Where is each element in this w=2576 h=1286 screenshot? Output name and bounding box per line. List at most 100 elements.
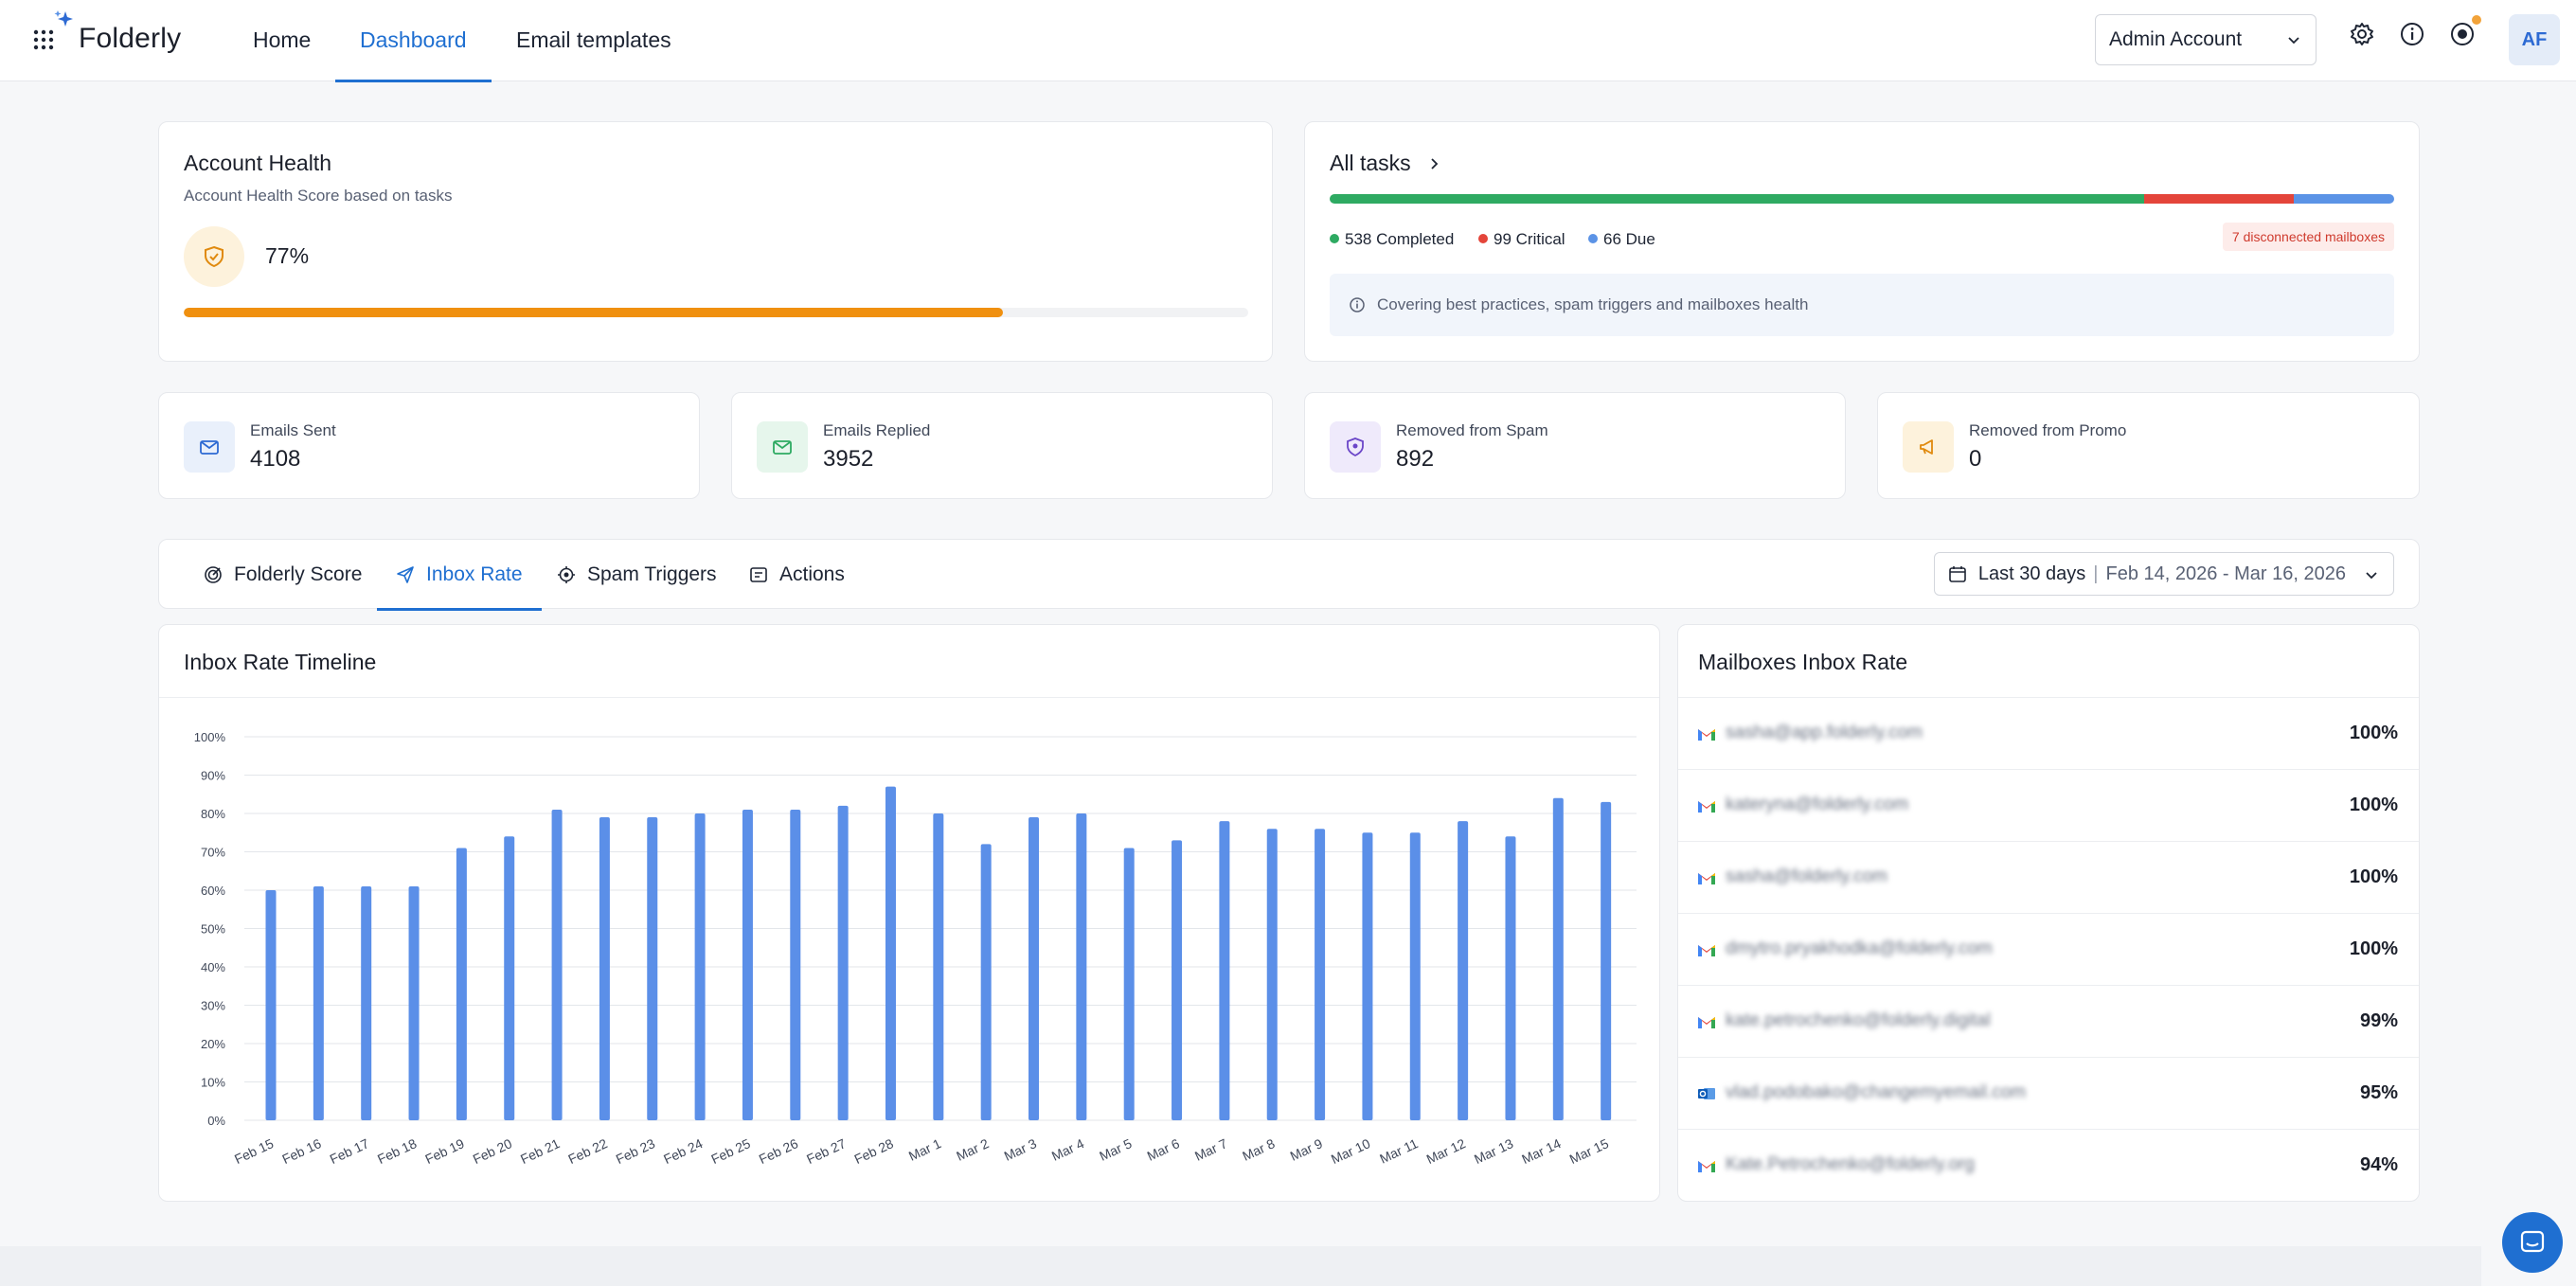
bar[interactable]	[742, 809, 753, 1120]
x-tick-label: Feb 27	[804, 1135, 848, 1167]
mailbox-email: kateryna@folderly.com	[1726, 795, 1909, 814]
tab-inbox-rate[interactable]: Inbox Rate	[377, 540, 542, 611]
target-icon	[558, 566, 575, 583]
x-tick-label: Feb 28	[851, 1135, 895, 1167]
megaphone-icon	[1920, 439, 1933, 455]
record-icon[interactable]	[2449, 21, 2476, 47]
stat-icon-bg	[1330, 421, 1381, 473]
all-tasks-link[interactable]: All tasks	[1330, 151, 1441, 176]
info-icon[interactable]	[2399, 21, 2425, 47]
disconnected-mailboxes-badge[interactable]: 7 disconnected mailboxes	[2222, 223, 2394, 251]
analytics-tabs-bar: Folderly Score Inbox Rate Spam Triggers …	[158, 539, 2420, 611]
mailbox-row[interactable]: vlad.podobako@changemyemail.com 95%	[1678, 1057, 2419, 1129]
tab-folderly-score[interactable]: Folderly Score	[204, 540, 362, 610]
bar[interactable]	[647, 817, 658, 1120]
health-progress-bar	[184, 308, 1248, 317]
nav-tab-home[interactable]: Home	[253, 27, 312, 52]
x-tick-label: Feb 15	[232, 1135, 276, 1167]
legend-completed: 538 Completed	[1330, 230, 1454, 249]
x-tick-label: Mar 7	[1192, 1135, 1229, 1164]
mailboxes-inbox-rate-card: Mailboxes Inbox Rate sasha@app.folderly.…	[1677, 624, 2420, 1202]
nav-tab-email-templates[interactable]: Email templates	[516, 27, 671, 52]
bar[interactable]	[837, 805, 849, 1120]
bar[interactable]	[1409, 832, 1421, 1120]
account-health-title: Account Health	[184, 151, 331, 175]
gmail-icon	[1698, 873, 1715, 884]
tasks-info-text: Covering best practices, spam triggers a…	[1377, 295, 1809, 313]
bar[interactable]	[1219, 821, 1230, 1120]
x-tick-label: Mar 5	[1097, 1135, 1134, 1164]
bar[interactable]	[1552, 797, 1564, 1120]
mailbox-row[interactable]: Kate.Petrochenko@folderly.org 94%	[1678, 1129, 2419, 1201]
bar[interactable]	[1362, 832, 1373, 1120]
mailbox-row[interactable]: sasha@app.folderly.com 100%	[1678, 697, 2419, 769]
bar[interactable]	[1123, 848, 1135, 1120]
x-tick-label: Feb 26	[757, 1135, 800, 1167]
gear-icon[interactable]	[2349, 21, 2375, 47]
stat-icon-bg	[757, 421, 808, 473]
chevron-right-icon	[1431, 158, 1439, 170]
tab-spam-triggers[interactable]: Spam Triggers	[557, 540, 717, 610]
y-tick-label: 10%	[201, 1076, 225, 1090]
date-preset: Last 30 days	[1977, 563, 2086, 584]
mailbox-email: sasha@folderly.com	[1726, 866, 1887, 886]
chevron-down-icon	[2366, 572, 2377, 580]
shield-check-icon	[205, 245, 224, 268]
bar[interactable]	[1601, 801, 1612, 1120]
bar[interactable]	[1029, 817, 1040, 1120]
bar[interactable]	[790, 809, 801, 1120]
app-logo[interactable]: Folderly	[79, 23, 182, 54]
mailbox-row[interactable]: kateryna@folderly.com 100%	[1678, 769, 2419, 841]
mailbox-row[interactable]: sasha@folderly.com 100%	[1678, 841, 2419, 913]
bar[interactable]	[980, 844, 992, 1120]
mailbox-row[interactable]: dmytro.pryakhodka@folderly.com 100%	[1678, 913, 2419, 985]
stat-value: 3952	[823, 446, 874, 472]
inbox-rate-timeline-card: Inbox Rate Timeline 0% 10% 20% 30% 40% 50% 60%…	[158, 624, 1660, 1202]
tab-label: Folderly Score	[234, 563, 363, 585]
health-badge	[184, 226, 244, 287]
bar[interactable]	[885, 786, 896, 1120]
bar[interactable]	[599, 817, 610, 1120]
bar[interactable]	[1172, 840, 1183, 1120]
bar[interactable]	[1458, 821, 1469, 1120]
bar[interactable]	[456, 848, 467, 1120]
bar[interactable]	[694, 813, 706, 1120]
legend-due-label: 66 Due	[1603, 230, 1655, 248]
y-tick-label: 60%	[201, 884, 225, 898]
bar[interactable]	[551, 809, 563, 1120]
apps-grid-icon[interactable]	[32, 28, 55, 51]
bar[interactable]	[1266, 829, 1278, 1120]
gmail-icon	[1698, 729, 1715, 741]
bar[interactable]	[504, 836, 515, 1120]
bar[interactable]	[313, 885, 324, 1120]
logo-spark-icon	[54, 10, 73, 27]
actions-icon	[750, 567, 767, 582]
mailbox-rate: 100%	[2349, 795, 2398, 815]
legend-critical-label: 99 Critical	[1494, 230, 1565, 248]
stat-value: 4108	[250, 446, 301, 472]
top-navigation: Folderly Home Dashboard Email templates …	[0, 0, 2576, 82]
tab-label: Actions	[779, 563, 845, 585]
bar[interactable]	[1505, 836, 1516, 1120]
mailbox-row[interactable]: kate.petrochenko@folderly.digital 99%	[1678, 985, 2419, 1057]
x-tick-label: Mar 10	[1329, 1135, 1372, 1167]
mailbox-rate: 95%	[2359, 1082, 2398, 1103]
account-select[interactable]: Admin Account	[2095, 14, 2317, 65]
all-tasks-title: All tasks	[1330, 151, 1411, 175]
bar[interactable]	[1315, 829, 1326, 1120]
bar[interactable]	[265, 890, 277, 1120]
mailbox-rate: 99%	[2359, 1010, 2398, 1031]
nav-tab-dashboard[interactable]: Dashboard	[335, 0, 491, 82]
date-range-select[interactable]: Last 30 days | Feb 14, 2026 - Mar 16, 2026	[1933, 552, 2394, 596]
tab-actions[interactable]: Actions	[749, 540, 845, 610]
tab-label: Inbox Rate	[426, 563, 523, 585]
mail-icon	[200, 440, 219, 455]
card-divider	[159, 697, 1659, 698]
account-health-card: Account Health Account Health Score base…	[158, 121, 1273, 362]
bar[interactable]	[1076, 813, 1087, 1120]
avatar[interactable]: AF	[2509, 14, 2560, 65]
bar[interactable]	[361, 885, 372, 1120]
chat-launcher-button[interactable]	[2502, 1212, 2563, 1273]
bar[interactable]	[408, 885, 420, 1120]
bar[interactable]	[933, 813, 944, 1120]
